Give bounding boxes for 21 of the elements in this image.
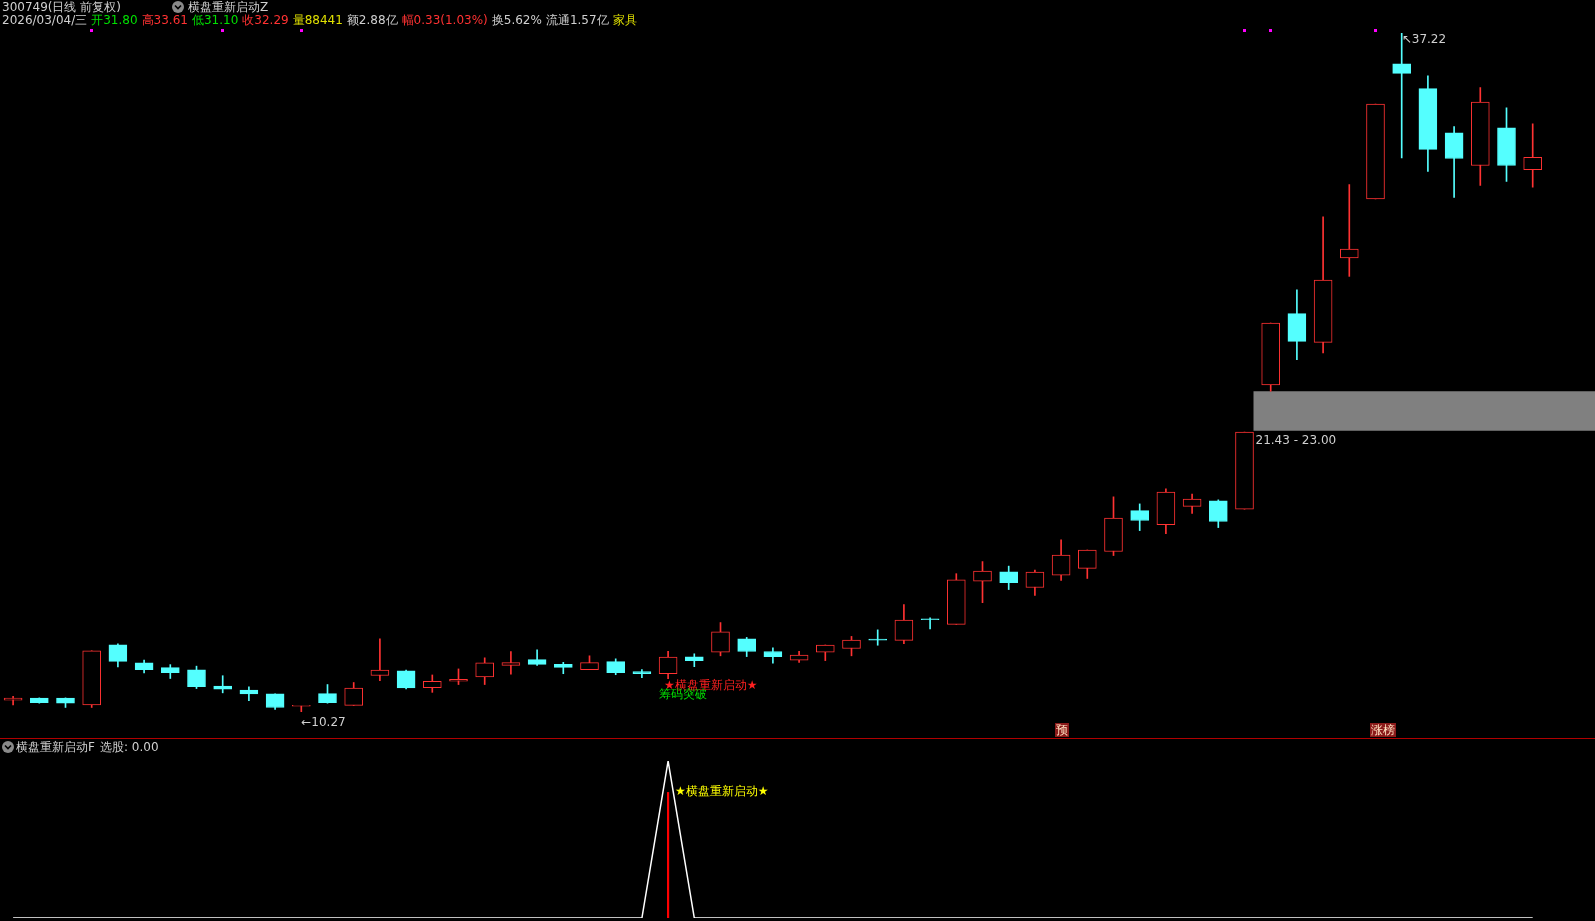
- text: 选股: 0.00: [100, 740, 159, 754]
- text: 预: [1055, 723, 1070, 737]
- text: 家具: [612, 13, 637, 27]
- text: 收32.29: [242, 13, 289, 27]
- text: 涨榜: [1369, 723, 1396, 737]
- text: 低31.10: [191, 13, 239, 27]
- chart-title: 横盘重新启动F: [16, 740, 95, 754]
- annotation: ★横盘重新启动★: [675, 784, 769, 799]
- chart-subtitle: 300749(日线 前复权): [2, 0, 121, 14]
- text: 换5.62%: [491, 13, 542, 27]
- text: 幅0.33(1.03%): [401, 13, 488, 27]
- band-label: 21.43 - 23.00: [1255, 432, 1337, 447]
- text: ←10.27: [301, 715, 346, 729]
- annotation: ↖37.22: [1401, 32, 1447, 46]
- text: 高33.61: [141, 13, 188, 27]
- text: 流通1.57亿: [545, 13, 609, 27]
- text: 开31.80: [91, 13, 138, 27]
- chart-title: 横盘重新启动Z: [188, 0, 269, 14]
- text: 2026/03/04/三: [2, 13, 88, 27]
- text: 量88441: [292, 13, 343, 27]
- text: 额2.88亿: [346, 13, 398, 27]
